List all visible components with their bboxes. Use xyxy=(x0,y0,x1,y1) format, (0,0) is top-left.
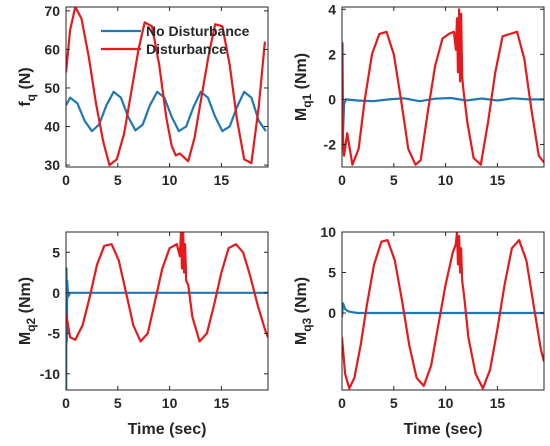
x-tick-label: 0 xyxy=(338,395,346,411)
series-no-disturbance xyxy=(66,267,268,390)
legend-label-no-disturbance: No Disturbance xyxy=(146,23,250,39)
y-tick-label: 70 xyxy=(44,3,60,19)
x-tick-label: 10 xyxy=(438,172,454,188)
x-tick-label: 10 xyxy=(438,395,454,411)
axes-box xyxy=(341,231,545,391)
y-tick-label: 0 xyxy=(328,91,336,107)
y-tick-label: 2 xyxy=(328,46,336,62)
y-axis-label: Mq2 (Nm) xyxy=(17,277,38,345)
x-tick-label: 5 xyxy=(114,172,122,188)
x-axis-label: Time (sec) xyxy=(404,421,483,438)
x-tick-label: 15 xyxy=(214,395,230,411)
series-no-disturbance xyxy=(342,302,544,318)
y-tick-label: 0 xyxy=(328,305,336,321)
x-tick-label: 10 xyxy=(162,395,178,411)
y-tick-label: -2 xyxy=(324,136,337,152)
legend-label-disturbance: Disturbance xyxy=(146,41,227,57)
x-tick-label: 0 xyxy=(62,395,70,411)
subplot-mq1: 0 5 10 15 -2 0 2 4 Mq1 (Nm) xyxy=(293,1,545,188)
y-tick-label: 10 xyxy=(320,224,336,240)
axes-box xyxy=(65,6,269,168)
y-tick-label: 0 xyxy=(52,285,60,301)
x-tick-label: 5 xyxy=(390,172,398,188)
y-tick-label: 5 xyxy=(52,244,60,260)
x-tick-label: 15 xyxy=(490,172,506,188)
y-tick-label: 50 xyxy=(44,80,60,96)
y-tick-label: -10 xyxy=(40,366,60,382)
series-disturbance xyxy=(342,232,544,390)
x-tick-label: 0 xyxy=(338,172,346,188)
axes-box xyxy=(341,6,545,168)
y-tick-label: 40 xyxy=(44,119,60,135)
subplot-mq2: 0 5 10 15 -10 -5 0 5 Mq2 (Nm) Time (sec) xyxy=(17,231,269,438)
series-disturbance xyxy=(342,8,544,166)
y-tick-label: -5 xyxy=(48,325,61,341)
x-tick-label: 10 xyxy=(162,172,178,188)
y-axis-label: fq (N) xyxy=(17,67,38,106)
series-disturbance xyxy=(66,7,266,167)
y-tick-label: 30 xyxy=(44,157,60,173)
y-tick-label: 5 xyxy=(328,265,336,281)
series-no-disturbance xyxy=(342,41,544,141)
x-axis-label: Time (sec) xyxy=(128,421,207,438)
legend: No Disturbance Disturbance xyxy=(101,23,250,57)
subplot-mq3: 0 5 10 15 0 5 10 Mq3 (Nm) Time (sec) xyxy=(293,224,545,438)
y-tick-label: 60 xyxy=(44,41,60,57)
y-axis-label: Mq3 (Nm) xyxy=(293,277,314,345)
subplot-fq: 0 5 10 15 30 40 50 60 70 fq (N) No Disturbance Dist… xyxy=(17,3,269,188)
x-tick-label: 15 xyxy=(490,395,506,411)
x-tick-label: 0 xyxy=(62,172,70,188)
x-tick-label: 5 xyxy=(390,395,398,411)
y-tick-label: 4 xyxy=(328,1,336,17)
axes-box xyxy=(65,231,269,391)
series-disturbance xyxy=(66,232,268,343)
y-axis-label: Mq1 (Nm) xyxy=(293,53,314,121)
x-tick-label: 5 xyxy=(114,395,122,411)
x-tick-label: 15 xyxy=(214,172,230,188)
